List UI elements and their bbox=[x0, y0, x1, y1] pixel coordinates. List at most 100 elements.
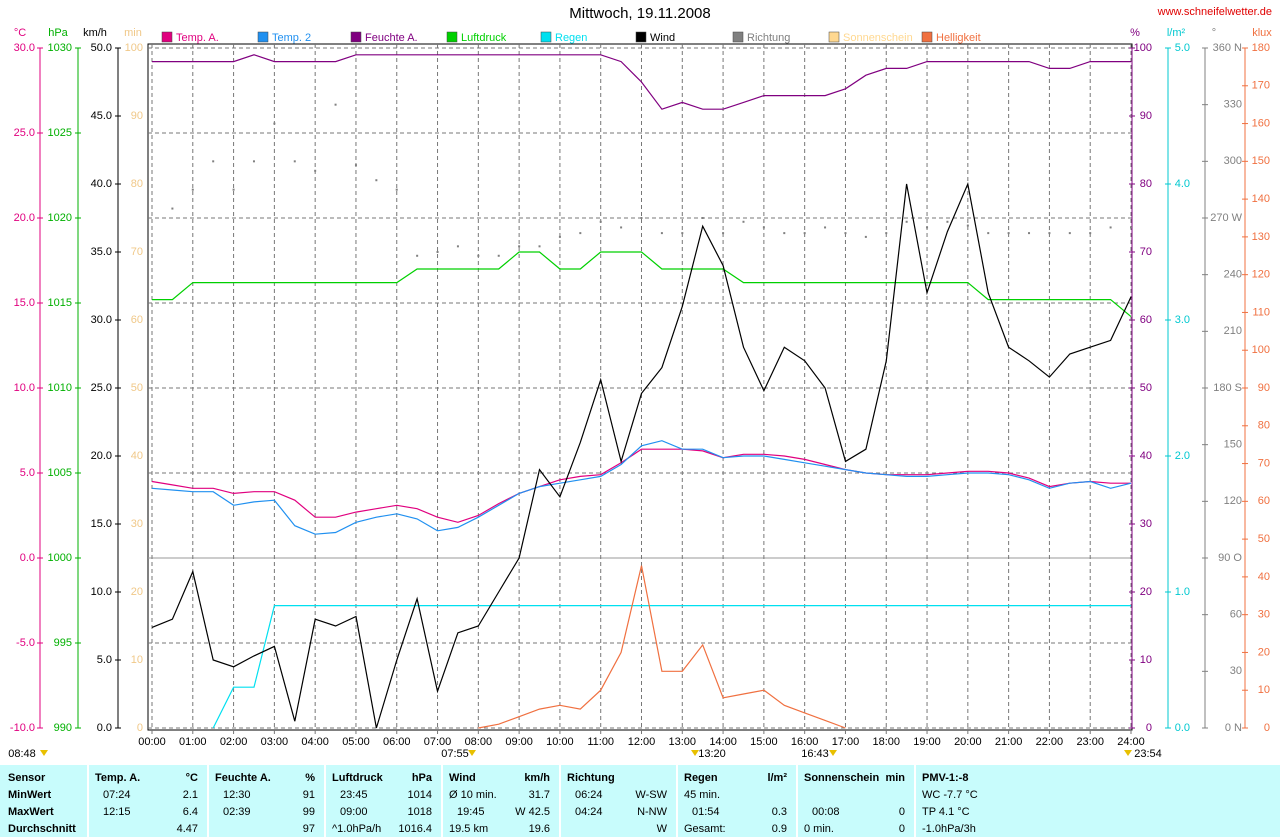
direction-dot bbox=[252, 160, 255, 163]
group-unit: km/h bbox=[524, 772, 550, 784]
direction-dot bbox=[905, 220, 908, 223]
axis-unit: ° bbox=[1212, 27, 1216, 39]
table-cell: WC -7.7 °C bbox=[922, 789, 978, 801]
x-tick-label: 17:00 bbox=[832, 736, 860, 748]
group-title: Richtung bbox=[567, 772, 615, 784]
series-line bbox=[151, 440, 1132, 535]
direction-dot bbox=[1007, 232, 1010, 235]
legend-swatch bbox=[161, 31, 173, 43]
legend-label: Feuchte A. bbox=[365, 32, 418, 44]
y-tick-label: 300 bbox=[1224, 155, 1242, 167]
table-cell: 19.5 km bbox=[449, 823, 488, 835]
y-tick-label: 40.0 bbox=[91, 178, 112, 190]
time-marker: 07:55 bbox=[441, 748, 469, 760]
x-tick-label: 23:00 bbox=[1076, 736, 1104, 748]
x-tick-label: 18:00 bbox=[872, 736, 900, 748]
y-tick-label: 1000 bbox=[48, 552, 72, 564]
y-tick-label: 90 O bbox=[1218, 552, 1242, 564]
legend-swatch bbox=[540, 31, 552, 43]
y-tick-label: 70 bbox=[131, 246, 143, 258]
direction-dot bbox=[375, 179, 378, 182]
table-cell: 12:30 bbox=[223, 789, 251, 801]
x-tick-label: 16:00 bbox=[791, 736, 819, 748]
table-cell: 0.9 bbox=[772, 823, 787, 835]
table-cell: 0 bbox=[899, 823, 905, 835]
direction-dot bbox=[171, 207, 174, 210]
y-tick-label: 30 bbox=[1230, 665, 1242, 677]
y-tick-label: 60 bbox=[1230, 609, 1242, 621]
y-tick-label: 0 bbox=[1146, 722, 1152, 734]
x-tick-label: 05:00 bbox=[342, 736, 370, 748]
direction-dot bbox=[416, 254, 419, 257]
y-tick-label: 1005 bbox=[48, 467, 72, 479]
table-cell: 00:08 bbox=[812, 806, 840, 818]
group-title: Feuchte A. bbox=[215, 772, 271, 784]
y-tick-label: 30 bbox=[1258, 609, 1270, 621]
table-cell: ^1.0hPa/h bbox=[332, 823, 381, 835]
table-cell: W-SW bbox=[635, 789, 667, 801]
group-title: PMV-1:-8 bbox=[922, 772, 968, 784]
table-cell: 12:15 bbox=[103, 806, 131, 818]
y-tick-label: 50 bbox=[131, 382, 143, 394]
y-tick-label: 20 bbox=[1140, 586, 1152, 598]
table-cell: Ø 10 min. bbox=[449, 789, 497, 801]
table-cell: 1018 bbox=[408, 806, 432, 818]
x-tick-label: 22:00 bbox=[1036, 736, 1064, 748]
table-cell: Gesamt: bbox=[684, 823, 726, 835]
legend-label: Sonnenschein bbox=[843, 32, 913, 44]
x-tick-label: 14:00 bbox=[709, 736, 737, 748]
table-cell: N-NW bbox=[637, 806, 668, 818]
direction-dot bbox=[1068, 232, 1071, 235]
y-tick-label: 5.0 bbox=[20, 467, 35, 479]
source: www.schneifelwetter.de bbox=[1157, 6, 1272, 18]
x-tick-label: 01:00 bbox=[179, 736, 207, 748]
y-tick-label: 995 bbox=[54, 637, 72, 649]
y-tick-label: 330 bbox=[1224, 99, 1242, 111]
y-tick-label: 30.0 bbox=[91, 314, 112, 326]
y-tick-label: 1025 bbox=[48, 127, 72, 139]
table-cell: TP 4.1 °C bbox=[922, 806, 970, 818]
y-tick-label: 90 bbox=[131, 110, 143, 122]
direction-dot bbox=[436, 251, 439, 253]
sun-icon bbox=[829, 750, 837, 756]
x-tick-label: 03:00 bbox=[261, 736, 289, 748]
direction-dot bbox=[660, 232, 663, 235]
y-tick-label: 2.0 bbox=[1175, 450, 1190, 462]
group-unit: hPa bbox=[412, 772, 433, 784]
y-tick-label: 80 bbox=[1140, 178, 1152, 190]
direction-dot bbox=[803, 232, 806, 235]
series-line bbox=[151, 181, 1132, 729]
y-tick-label: 3.0 bbox=[1175, 314, 1190, 326]
direction-dot bbox=[212, 160, 215, 163]
axis-unit: klux bbox=[1252, 27, 1272, 39]
time-marker: 08:48 bbox=[8, 748, 36, 760]
table-background bbox=[0, 765, 1280, 837]
direction-dot bbox=[293, 160, 296, 163]
chart-title: Mittwoch, 19.11.2008 bbox=[569, 5, 710, 22]
y-tick-label: 35.0 bbox=[91, 246, 112, 258]
direction-dot bbox=[885, 232, 888, 235]
y-tick-label: 360 N bbox=[1213, 42, 1242, 54]
table-cell: 0 min. bbox=[804, 823, 834, 835]
x-tick-label: 15:00 bbox=[750, 736, 778, 748]
direction-dot bbox=[599, 220, 602, 223]
y-tick-label: 20.0 bbox=[91, 450, 112, 462]
direction-dot bbox=[518, 245, 521, 248]
y-tick-label: 10 bbox=[1258, 684, 1270, 696]
x-tick-label: 19:00 bbox=[913, 736, 941, 748]
y-tick-label: -5.0 bbox=[16, 637, 35, 649]
axis-unit: min bbox=[124, 27, 142, 39]
direction-dot bbox=[1109, 226, 1112, 229]
legend-label: Luftdruck bbox=[461, 32, 507, 44]
group-title: Sonnenschein bbox=[804, 772, 879, 784]
table-cell: 09:00 bbox=[340, 806, 368, 818]
y-tick-label: 10 bbox=[131, 654, 143, 666]
direction-dot bbox=[273, 122, 276, 125]
y-tick-label: 170 bbox=[1252, 80, 1270, 92]
table-cell: 1014 bbox=[408, 789, 432, 801]
y-tick-label: 160 bbox=[1252, 117, 1270, 129]
direction-dot bbox=[1048, 232, 1051, 235]
group-title: Regen bbox=[684, 772, 718, 784]
y-tick-label: 40 bbox=[131, 450, 143, 462]
